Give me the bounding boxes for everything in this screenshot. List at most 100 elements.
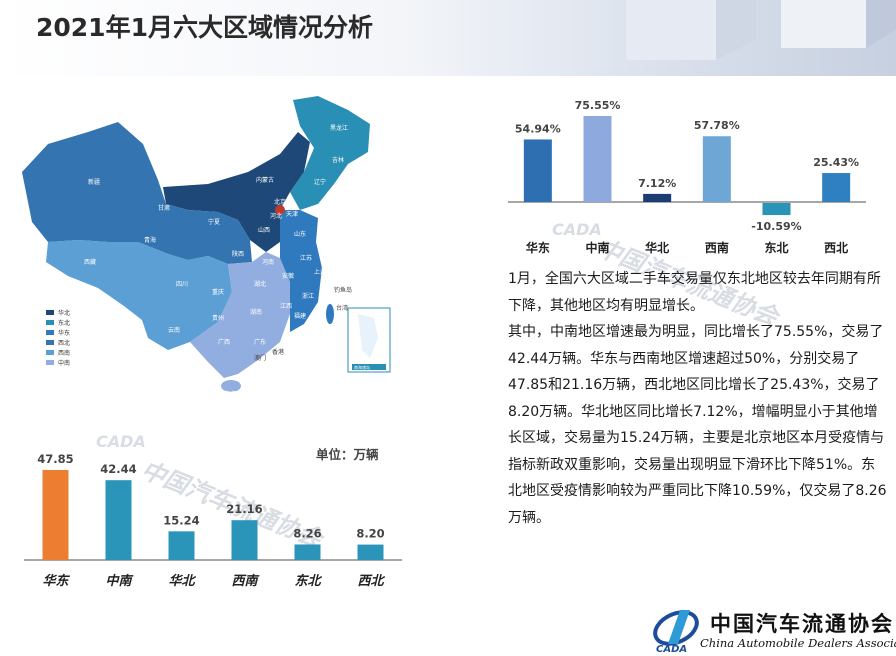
chart-category-label: 华北: [645, 240, 669, 255]
region-northwest: [22, 122, 252, 264]
cubes-decoration: [626, 0, 896, 60]
analysis-paragraph-2: 其中，中南地区增速最为明显，同比增长了75.55%，交易了42.44万辆。华东与…: [508, 324, 887, 526]
volume-chart: 47.85 华东 42.44 中南 15.24 华北 21.16 西南 8.26 东北 8.20 西北: [24, 452, 402, 589]
map-label: 澳门: [254, 354, 266, 362]
map-label: 山西: [258, 226, 270, 234]
legend-label: 东北: [58, 319, 70, 327]
chart-category-label: 中南: [105, 573, 133, 589]
beijing-marker: [275, 205, 285, 215]
chart-bar: [523, 139, 552, 202]
chart-bar: [42, 470, 69, 560]
map-label: 青海: [144, 236, 156, 244]
map-label: 天津: [286, 211, 298, 218]
chart-bar: [105, 480, 132, 560]
region-southwest: [46, 240, 232, 350]
growth-rate-chart: 54.94% 华东 75.55% 中南 7.12% 华北 57.78% 西南 -10.59% 东北…: [508, 99, 866, 255]
chart-value-label: 8.20: [356, 527, 384, 541]
page-title: 2021年1月六大区域情况分析: [36, 13, 373, 42]
region-central-south: [190, 252, 290, 378]
map-label: 湖南: [250, 308, 262, 316]
map-label: 浙江: [302, 292, 314, 300]
legend-label: 华北: [58, 309, 70, 317]
chart-category-label: 西北: [357, 574, 385, 589]
map-label: 广东: [254, 338, 266, 346]
map-label: 重庆: [212, 288, 224, 296]
chart-value-label: 47.85: [37, 452, 73, 466]
analysis-text: 1月，全国六大区域二手车交易量仅东北地区较去年同期有所下降，其他地区均有明显增长…: [508, 266, 888, 531]
map-label: 新疆: [88, 178, 100, 186]
region-hainan: [221, 380, 241, 392]
chart-value-label: 7.12%: [638, 177, 676, 190]
map-label: 湖北: [254, 280, 266, 288]
chart-bar: [643, 193, 672, 202]
header-banner: 2021年1月六大区域情况分析: [0, 0, 896, 76]
chart-category-label: 东北: [764, 240, 788, 255]
chart-category-label: 西南: [231, 573, 259, 589]
inset-label: 南海诸岛: [354, 364, 370, 370]
legend-label: 中南: [58, 359, 70, 367]
chart-value-label: 8.26: [293, 526, 321, 540]
legend-label: 西南: [58, 349, 70, 357]
chart-category-label: 华东: [526, 240, 550, 255]
map-label: 钓鱼岛: [334, 286, 352, 294]
chart-value-label: 42.44: [100, 462, 136, 476]
chart-category-label: 西北: [824, 240, 848, 255]
china-region-map: 黑龙江 吉林 辽宁 内蒙古 新疆 西藏 青海 甘肃 宁夏 陕西 山西 河北 北京…: [22, 96, 391, 392]
map-label: 云南: [168, 326, 180, 334]
map-label: 山东: [294, 230, 306, 238]
chart-value-label: 21.16: [226, 502, 262, 516]
chart-bar: [762, 203, 791, 216]
region-east: [280, 210, 322, 332]
map-label: 台湾: [336, 304, 348, 312]
chart-value-label: 75.55%: [575, 99, 621, 112]
map-label: 宁夏: [208, 218, 220, 226]
chart-category-label: 中南: [585, 240, 609, 255]
map-legend: 华北 东北 华东 西北 西南 中南: [46, 309, 70, 367]
chart-value-label: 57.78%: [694, 119, 740, 132]
svg-text:CADA: CADA: [656, 644, 687, 654]
chart-value-label: 25.43%: [813, 156, 859, 169]
cada-logo-icon: CADA: [653, 610, 699, 654]
legend-label: 西北: [58, 339, 70, 347]
map-label: 海南: [224, 390, 236, 392]
map-label: 安徽: [282, 272, 294, 280]
map-label: 吉林: [332, 156, 344, 164]
map-label: 河南: [262, 258, 274, 266]
region-northeast: [290, 96, 370, 210]
map-label: 福建: [294, 312, 306, 320]
chart-bar: [357, 544, 384, 560]
chart-category-label: 华东: [42, 573, 70, 589]
chart-bar: [702, 136, 731, 202]
cada-logo: CADA 中国汽车流通协会 China Automobile Dealers A…: [648, 602, 896, 656]
map-label: 广西: [218, 338, 230, 346]
unit-label: 单位：万辆: [316, 447, 379, 462]
map-label: 上海: [314, 268, 326, 276]
map-label: 香港: [272, 348, 284, 356]
logo-english-name: China Automobile Dealers Association: [700, 636, 896, 650]
map-label: 内蒙古: [256, 176, 274, 184]
chart-category-label: 东北: [294, 573, 322, 589]
map-label: 河北: [270, 212, 282, 220]
watermark-text: CADA: [96, 432, 146, 451]
map-label: 贵州: [212, 314, 224, 322]
chart-value-label: 54.94%: [515, 122, 561, 135]
map-label: 辽宁: [314, 178, 326, 186]
legend-label: 华东: [58, 329, 70, 337]
chart-bar: [231, 520, 258, 560]
region-taiwan: [326, 304, 334, 324]
chart-category-label: 西南: [705, 240, 729, 255]
map-label: 西藏: [84, 258, 96, 266]
chart-bar: [294, 544, 321, 560]
chart-value-label: -10.59%: [751, 220, 801, 233]
chart-bar: [583, 116, 612, 202]
analysis-paragraph-1: 1月，全国六大区域二手车交易量仅东北地区较去年同期有所下降，其他地区均有明显增长…: [508, 271, 881, 314]
map-label: 江西: [280, 303, 292, 310]
map-label: 陕西: [232, 250, 244, 258]
region-north: [163, 132, 310, 252]
chart-bar: [168, 531, 195, 560]
map-label: 北京: [274, 198, 286, 206]
chart-category-label: 华北: [168, 573, 196, 589]
map-label: 甘肃: [158, 204, 170, 212]
chart-bar: [822, 173, 851, 202]
map-label: 黑龙江: [330, 124, 348, 132]
